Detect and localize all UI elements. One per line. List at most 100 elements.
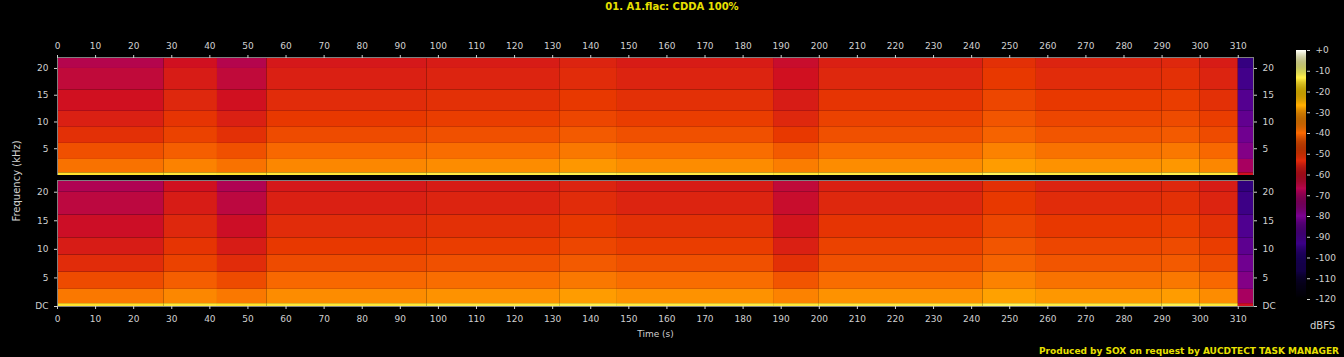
svg-text:20: 20 (37, 187, 49, 197)
svg-text:20: 20 (1263, 187, 1275, 197)
svg-text:60: 60 (280, 314, 292, 324)
svg-text:10: 10 (37, 117, 49, 127)
svg-text:140: 140 (582, 41, 599, 51)
svg-text:10: 10 (1263, 117, 1275, 127)
svg-text:200: 200 (811, 41, 828, 51)
svg-text:90: 90 (395, 41, 407, 51)
svg-text:260: 260 (1039, 314, 1056, 324)
svg-text:100: 100 (430, 41, 447, 51)
svg-text:110: 110 (468, 314, 485, 324)
svg-text:15: 15 (37, 216, 48, 226)
svg-text:20: 20 (1263, 63, 1275, 73)
svg-text:260: 260 (1039, 41, 1056, 51)
svg-text:180: 180 (735, 314, 752, 324)
svg-text:210: 210 (849, 314, 866, 324)
svg-text:0: 0 (55, 314, 61, 324)
svg-text:5: 5 (1263, 273, 1269, 283)
svg-text:-20: -20 (1316, 87, 1331, 97)
svg-text:190: 190 (773, 314, 790, 324)
svg-text:30: 30 (166, 314, 178, 324)
svg-text:15: 15 (1263, 216, 1274, 226)
svg-text:20: 20 (37, 63, 49, 73)
svg-text:210: 210 (849, 41, 866, 51)
svg-text:-60: -60 (1316, 170, 1331, 180)
svg-text:310: 310 (1230, 41, 1247, 51)
svg-text:80: 80 (356, 314, 368, 324)
html-text:Produced by SOX on request by: Produced by SOX on request by AUCDTECT T… (1039, 346, 1339, 356)
svg-text:220: 220 (887, 41, 904, 51)
svg-text:290: 290 (1153, 314, 1170, 324)
svg-text:230: 230 (925, 41, 942, 51)
html-text:Frequency (kHz): Frequency (kHz) (10, 140, 22, 222)
html-text:dBFS: dBFS (1310, 320, 1336, 331)
svg-text:80: 80 (356, 41, 368, 51)
svg-text:-10: -10 (1316, 66, 1331, 76)
svg-text:-120: -120 (1316, 294, 1337, 304)
svg-text:-100: -100 (1316, 253, 1337, 263)
svg-text:5: 5 (1263, 144, 1269, 154)
svg-text:140: 140 (582, 314, 599, 324)
svg-text:20: 20 (128, 41, 140, 51)
svg-text:150: 150 (620, 41, 637, 51)
svg-text:-40: -40 (1316, 128, 1331, 138)
svg-text:15: 15 (1263, 90, 1274, 100)
svg-text:180: 180 (735, 41, 752, 51)
svg-text:240: 240 (963, 314, 980, 324)
svg-text:-80: -80 (1316, 211, 1331, 221)
svg-text:5: 5 (43, 144, 49, 154)
svg-text:240: 240 (963, 41, 980, 51)
svg-text:100: 100 (430, 314, 447, 324)
svg-text:15: 15 (37, 90, 48, 100)
svg-text:10: 10 (90, 314, 102, 324)
svg-text:-70: -70 (1316, 191, 1331, 201)
svg-text:90: 90 (395, 314, 407, 324)
svg-text:+0: +0 (1316, 45, 1330, 55)
svg-text:40: 40 (204, 314, 216, 324)
svg-text:230: 230 (925, 314, 942, 324)
svg-text:-30: -30 (1316, 108, 1331, 118)
svg-text:40: 40 (204, 41, 216, 51)
svg-text:270: 270 (1077, 41, 1094, 51)
svg-text:60: 60 (280, 41, 292, 51)
svg-text:250: 250 (1001, 41, 1018, 51)
svg-text:50: 50 (242, 314, 254, 324)
svg-text:290: 290 (1153, 41, 1170, 51)
svg-text:DC: DC (35, 301, 48, 311)
svg-text:160: 160 (658, 314, 675, 324)
svg-text:300: 300 (1192, 41, 1209, 51)
svg-text:270: 270 (1077, 314, 1094, 324)
svg-text:160: 160 (658, 41, 675, 51)
svg-text:-50: -50 (1316, 149, 1331, 159)
svg-text:0: 0 (55, 41, 61, 51)
svg-text:70: 70 (318, 314, 330, 324)
svg-text:50: 50 (242, 41, 254, 51)
svg-text:220: 220 (887, 314, 904, 324)
svg-text:170: 170 (696, 314, 713, 324)
svg-text:190: 190 (773, 41, 790, 51)
svg-text:150: 150 (620, 314, 637, 324)
svg-text:5: 5 (43, 273, 49, 283)
svg-text:110: 110 (468, 41, 485, 51)
svg-text:Time (s): Time (s) (636, 329, 674, 339)
svg-text:70: 70 (318, 41, 330, 51)
svg-text:130: 130 (544, 314, 561, 324)
svg-text:120: 120 (506, 41, 523, 51)
svg-text:10: 10 (1263, 244, 1275, 254)
svg-text:250: 250 (1001, 314, 1018, 324)
svg-text:30: 30 (166, 41, 178, 51)
html-text:01. A1.flac: CDDA 100%: 01. A1.flac: CDDA 100% (605, 1, 739, 12)
svg-text:300: 300 (1192, 314, 1209, 324)
svg-text:120: 120 (506, 314, 523, 324)
svg-text:200: 200 (811, 314, 828, 324)
svg-text:310: 310 (1230, 314, 1247, 324)
svg-text:170: 170 (696, 41, 713, 51)
svg-text:130: 130 (544, 41, 561, 51)
svg-text:DC: DC (1263, 301, 1276, 311)
svg-text:10: 10 (90, 41, 102, 51)
svg-text:-90: -90 (1316, 232, 1331, 242)
svg-text:-110: -110 (1316, 274, 1337, 284)
svg-text:280: 280 (1115, 41, 1132, 51)
svg-text:20: 20 (128, 314, 140, 324)
svg-text:280: 280 (1115, 314, 1132, 324)
svg-text:10: 10 (37, 244, 49, 254)
